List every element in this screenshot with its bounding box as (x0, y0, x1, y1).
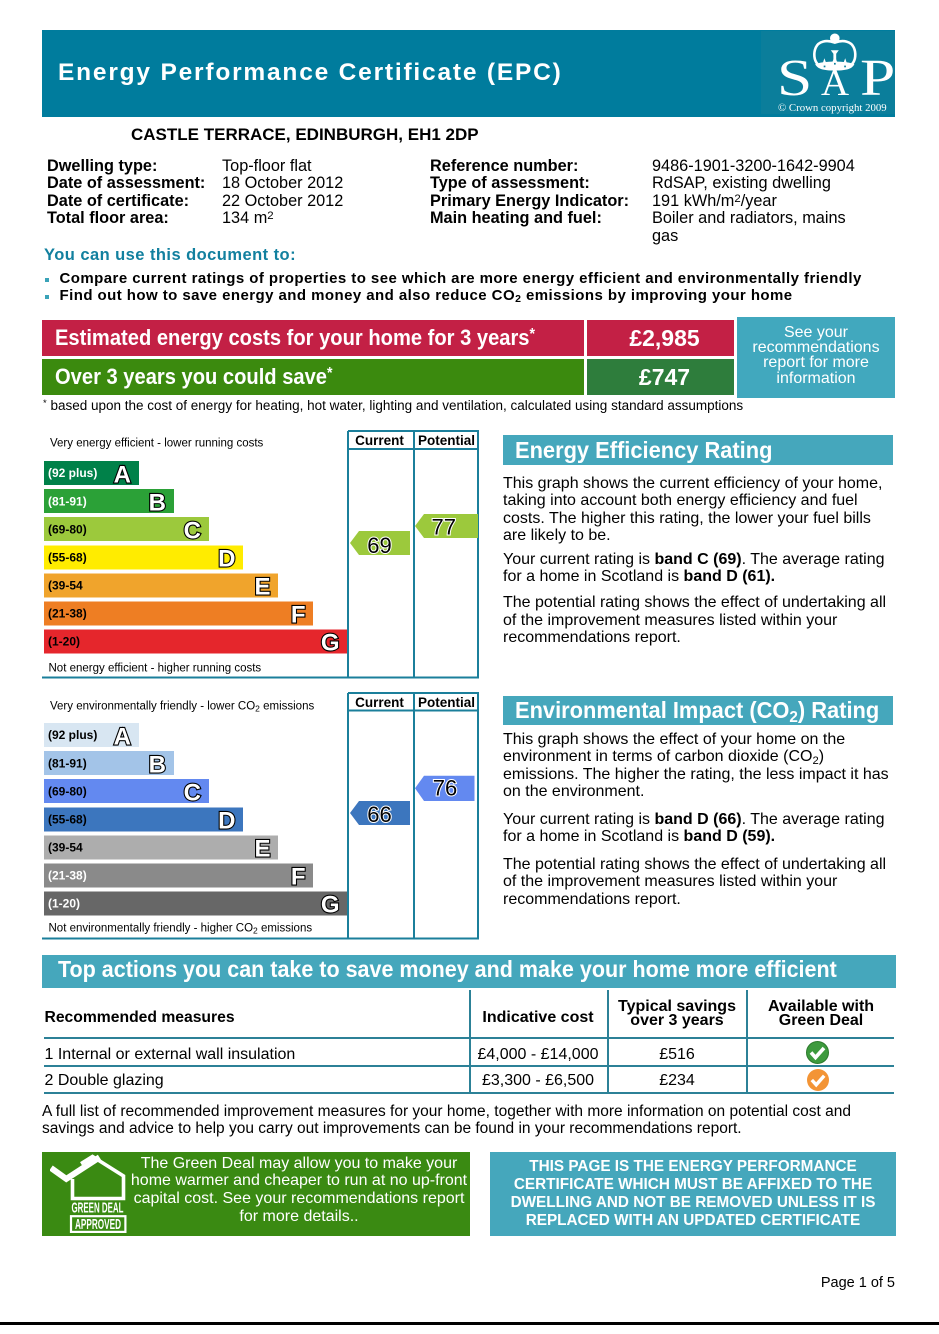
svg-text:Not energy efficient - higher: Not energy efficient - higher running co… (49, 663, 262, 675)
svg-text:69: 69 (367, 533, 391, 558)
svg-text:(1-20): (1-20) (48, 635, 80, 649)
svg-text:Current: Current (355, 695, 404, 710)
svg-text:(39-54: (39-54 (48, 840, 83, 854)
svg-text:76: 76 (433, 776, 457, 801)
svg-text:(39-54: (39-54 (48, 578, 83, 592)
svg-text:B: B (149, 751, 166, 778)
svg-text:B: B (149, 489, 166, 516)
svg-text:E: E (254, 836, 270, 863)
svg-text:F: F (291, 864, 306, 891)
svg-text:Current: Current (355, 433, 404, 448)
svg-text:E: E (254, 574, 270, 601)
svg-text:(69-80): (69-80) (48, 784, 87, 798)
svg-text:F: F (291, 602, 306, 629)
svg-text:G: G (321, 892, 340, 919)
svg-text:(55-68): (55-68) (48, 550, 87, 564)
svg-text:77: 77 (432, 515, 456, 540)
svg-text:G: G (321, 630, 340, 657)
svg-text:D: D (218, 546, 235, 573)
svg-text:A: A (114, 461, 131, 488)
svg-text:Potential: Potential (418, 695, 475, 710)
svg-text:(81-91): (81-91) (48, 494, 87, 508)
svg-text:D: D (218, 808, 235, 835)
svg-text:(21-38): (21-38) (48, 607, 87, 621)
svg-text:(92 plus): (92 plus) (48, 728, 97, 742)
svg-text:GREEN DEAL: GREEN DEAL (72, 1200, 124, 1217)
svg-text:(21-38): (21-38) (48, 869, 87, 883)
svg-text:A: A (114, 723, 131, 750)
svg-text:Very energy efficient - lower: Very energy efficient - lower running co… (50, 438, 264, 450)
svg-text:C: C (184, 517, 201, 544)
svg-text:C: C (184, 779, 201, 806)
svg-text:(92 plus): (92 plus) (48, 466, 97, 480)
svg-text:(55-68): (55-68) (48, 812, 87, 826)
svg-text:Potential: Potential (418, 433, 475, 448)
svg-text:(69-80): (69-80) (48, 522, 87, 536)
svg-text:Very environmentally friendly: Very environmentally friendly - lower CO… (50, 701, 314, 714)
svg-text:(1-20): (1-20) (48, 897, 80, 911)
svg-text:66: 66 (367, 802, 391, 827)
svg-text:Not environmentally friendly -: Not environmentally friendly - higher CO… (49, 922, 313, 935)
svg-text:(81-91): (81-91) (48, 756, 87, 770)
svg-text:APPROVED: APPROVED (75, 1216, 121, 1233)
